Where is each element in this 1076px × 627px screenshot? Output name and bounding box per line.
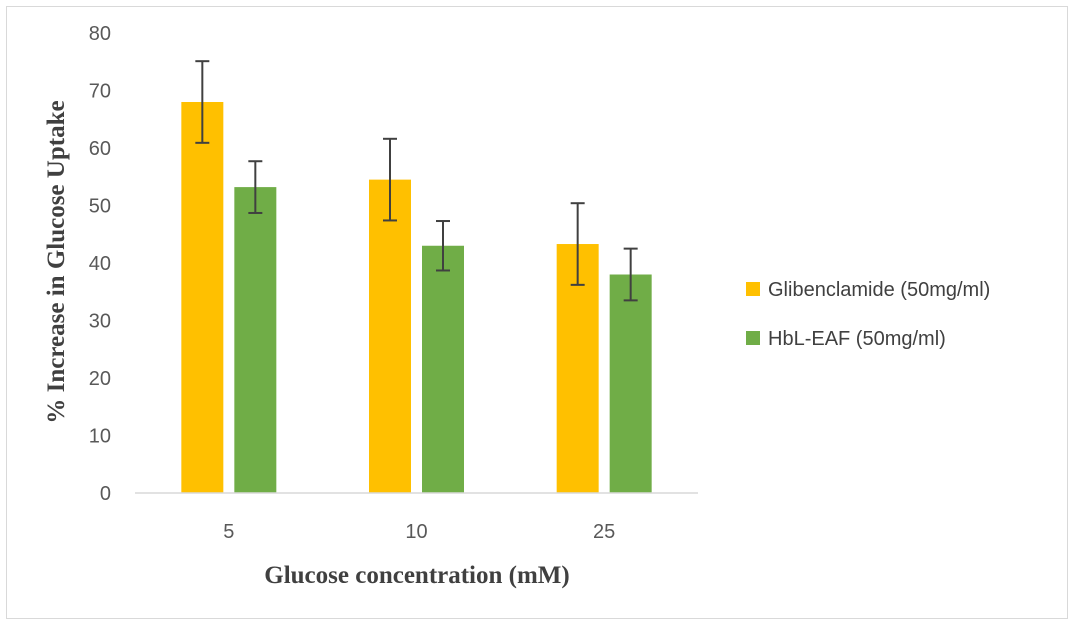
bar xyxy=(369,179,411,493)
y-tick-label: 30 xyxy=(89,311,111,333)
y-tick-label: 0 xyxy=(100,483,111,505)
bar xyxy=(181,102,224,493)
y-tick-label: 60 xyxy=(89,138,111,160)
y-tick-label: 70 xyxy=(89,81,111,103)
bar xyxy=(609,274,652,493)
legend: Glibenclamide (50mg/ml) HbL-EAF (50mg/ml) xyxy=(746,279,990,350)
x-tick-label: 10 xyxy=(405,521,427,543)
x-axis-title: Glucose concentration (mM) xyxy=(264,562,569,589)
y-tick-label: 80 xyxy=(89,23,111,45)
y-tick-label: 50 xyxy=(89,196,111,218)
x-tick-label: 5 xyxy=(223,521,234,543)
y-axis-title: % Increase in Glucose Uptake xyxy=(43,100,70,423)
legend-label: Glibenclamide (50mg/ml) xyxy=(768,279,990,301)
legend-swatch xyxy=(746,331,760,345)
legend-label: HbL-EAF (50mg/ml) xyxy=(768,328,946,350)
x-tick-label: 25 xyxy=(593,521,615,543)
y-tick-label: 20 xyxy=(89,368,111,390)
bar xyxy=(234,187,277,493)
bar xyxy=(422,245,464,493)
y-tick-label: 40 xyxy=(89,253,111,275)
legend-swatch xyxy=(746,282,760,296)
x-axis-ticks: 5 10 25 xyxy=(223,521,615,543)
y-axis-ticks: 0 10 20 30 40 50 60 70 80 xyxy=(89,23,111,505)
y-tick-label: 10 xyxy=(89,426,111,448)
error-bars-group xyxy=(195,60,638,302)
